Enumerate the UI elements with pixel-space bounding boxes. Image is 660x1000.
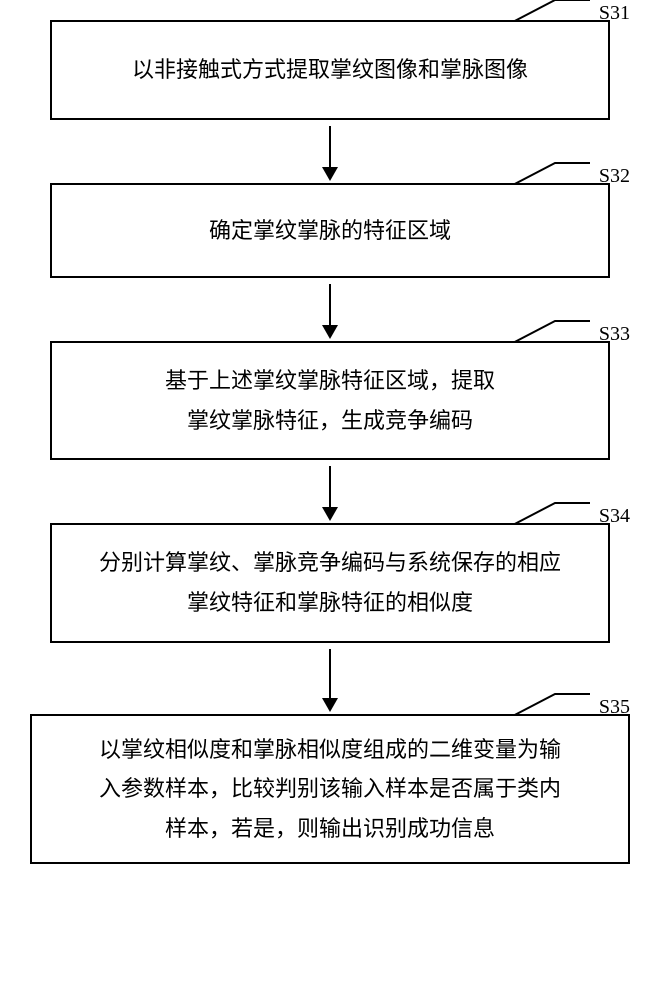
step-box-s35: 以掌纹相似度和掌脉相似度组成的二维变量为输 入参数样本，比较判别该输入样本是否属… (30, 714, 630, 865)
step-text-s35-l3: 样本，若是，则输出识别成功信息 (48, 809, 612, 849)
step-wrapper-s31: S31 以非接触式方式提取掌纹图像和掌脉图像 (20, 20, 640, 120)
step-wrapper-s34: S34 分别计算掌纹、掌脉竞争编码与系统保存的相应 掌纹特征和掌脉特征的相似度 (20, 523, 640, 642)
step-box-s31: 以非接触式方式提取掌纹图像和掌脉图像 (50, 20, 610, 120)
arrow-4 (322, 649, 338, 712)
step-wrapper-s32: S32 确定掌纹掌脉的特征区域 (20, 183, 640, 279)
step-box-s33: 基于上述掌纹掌脉特征区域，提取 掌纹掌脉特征，生成竞争编码 (50, 341, 610, 460)
arrow-line (329, 126, 331, 168)
arrow-2 (322, 284, 338, 339)
step-text-s35-l1: 以掌纹相似度和掌脉相似度组成的二维变量为输 (48, 730, 612, 770)
arrow-1 (322, 126, 338, 181)
arrow-3 (322, 466, 338, 521)
step-wrapper-s33: S33 基于上述掌纹掌脉特征区域，提取 掌纹掌脉特征，生成竞争编码 (20, 341, 640, 460)
arrow-line (329, 284, 331, 326)
arrow-head (322, 325, 338, 339)
step-text-s31: 以非接触式方式提取掌纹图像和掌脉图像 (132, 57, 528, 82)
step-text-s33-l1: 基于上述掌纹掌脉特征区域，提取 (72, 361, 588, 401)
arrow-head (322, 507, 338, 521)
flowchart-container: S31 以非接触式方式提取掌纹图像和掌脉图像 S32 确定掌纹掌脉的特征区域 S (20, 20, 640, 864)
arrow-line (329, 649, 331, 699)
arrow-head (322, 698, 338, 712)
step-text-s33-l2: 掌纹掌脉特征，生成竞争编码 (72, 401, 588, 441)
arrow-line (329, 466, 331, 508)
step-box-s34: 分别计算掌纹、掌脉竞争编码与系统保存的相应 掌纹特征和掌脉特征的相似度 (50, 523, 610, 642)
step-text-s34-l1: 分别计算掌纹、掌脉竞争编码与系统保存的相应 (72, 543, 588, 583)
step-box-s32: 确定掌纹掌脉的特征区域 (50, 183, 610, 279)
step-text-s35-l2: 入参数样本，比较判别该输入样本是否属于类内 (48, 769, 612, 809)
step-wrapper-s35: S35 以掌纹相似度和掌脉相似度组成的二维变量为输 入参数样本，比较判别该输入样… (20, 714, 640, 865)
step-text-s32: 确定掌纹掌脉的特征区域 (209, 218, 451, 243)
arrow-head (322, 167, 338, 181)
step-text-s34-l2: 掌纹特征和掌脉特征的相似度 (72, 583, 588, 623)
